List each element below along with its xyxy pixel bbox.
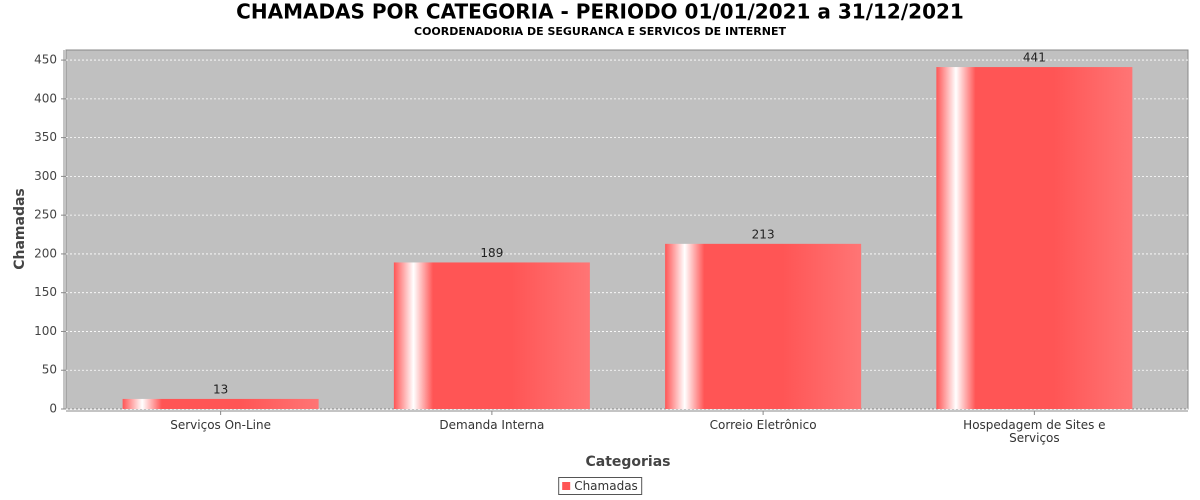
chart-title: CHAMADAS POR CATEGORIA - PERIODO 01/01/2… bbox=[236, 0, 964, 24]
y-tick-label: 150 bbox=[34, 285, 57, 299]
y-tick-label: 250 bbox=[34, 208, 57, 222]
x-axis-label: Categorias bbox=[585, 454, 670, 470]
value-label: 441 bbox=[1023, 51, 1046, 65]
x-tick-label: Demanda Interna bbox=[439, 418, 545, 432]
y-axis-label: Chamadas bbox=[12, 188, 28, 270]
legend-swatch bbox=[562, 482, 571, 490]
bar bbox=[665, 243, 862, 409]
y-tick-label: 400 bbox=[34, 91, 57, 105]
x-tick-label: Hospedagem de Sites e Serviços bbox=[963, 418, 1106, 445]
value-label: 213 bbox=[752, 227, 775, 241]
legend-label: Chamadas bbox=[574, 479, 638, 493]
value-label: 13 bbox=[213, 382, 228, 396]
y-tick-label: 300 bbox=[34, 169, 57, 183]
y-tick-label: 350 bbox=[34, 130, 57, 144]
y-tick-label: 100 bbox=[34, 324, 57, 338]
bar bbox=[393, 262, 590, 409]
chart-subtitle: COORDENADORIA DE SEGURANCA E SERVICOS DE… bbox=[414, 25, 786, 38]
y-tick-label: 450 bbox=[34, 53, 57, 67]
bar bbox=[122, 398, 319, 409]
y-tick-label: 50 bbox=[42, 363, 57, 377]
bar bbox=[936, 67, 1133, 409]
value-label: 189 bbox=[480, 246, 503, 260]
x-tick-label: Correio Eletrônico bbox=[709, 418, 817, 432]
x-tick-label: Serviços On-Line bbox=[170, 418, 271, 432]
y-tick-label: 200 bbox=[34, 246, 57, 260]
legend: Chamadas bbox=[558, 477, 642, 495]
y-tick-label: 0 bbox=[49, 402, 57, 416]
